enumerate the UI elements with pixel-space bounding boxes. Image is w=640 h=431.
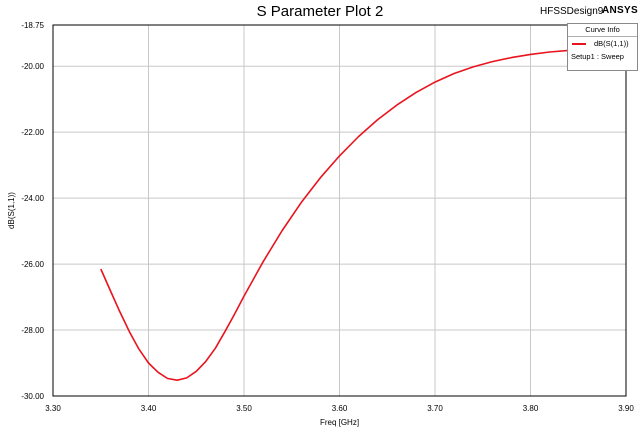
legend-entry[interactable]: dB(S(1,1)) (568, 37, 637, 51)
chart-title: S Parameter Plot 2 (256, 3, 384, 20)
plot-frame (52, 24, 627, 397)
x-tick-label: 3.70 (427, 404, 443, 413)
x-tick-label: 3.30 (45, 404, 61, 413)
curve-layer (100, 48, 579, 382)
y-tick-label: -26.00 (21, 260, 44, 269)
legend-series-label: dB(S(1,1)) (594, 39, 629, 48)
grid-lines (53, 25, 626, 396)
tick-labels: 3.30 3.40 3.50 3.60 3.70 3.80 3.90 -18.75 -20.00… (21, 21, 634, 413)
legend-setup-label: Setup1 : Sweep (571, 52, 624, 61)
design-name: HFSSDesign9 (540, 6, 604, 17)
x-tick-label: 3.60 (332, 404, 348, 413)
y-tick-label: -22.00 (21, 128, 44, 137)
y-tick-label: -20.00 (21, 62, 44, 71)
series-line (100, 48, 579, 382)
y-tick-label: -30.00 (21, 392, 44, 401)
y-axis-label: dB(S(1,1)) (7, 192, 16, 229)
legend-title: Curve Info (568, 24, 637, 37)
x-tick-label: 3.50 (236, 404, 252, 413)
brand-logo: ANSYS (602, 5, 638, 16)
x-tick-label: 3.80 (523, 404, 539, 413)
curve-info-legend[interactable]: Curve Info dB(S(1,1)) Setup1 : Sweep (567, 23, 638, 71)
x-tick-label: 3.40 (141, 404, 157, 413)
legend-swatch (572, 43, 586, 45)
y-tick-label: -28.00 (21, 326, 44, 335)
x-tick-label: 3.90 (618, 404, 634, 413)
y-tick-label: -18.75 (21, 21, 44, 30)
y-tick-label: -24.00 (21, 194, 44, 203)
x-axis-label: Freq [GHz] (320, 418, 359, 427)
